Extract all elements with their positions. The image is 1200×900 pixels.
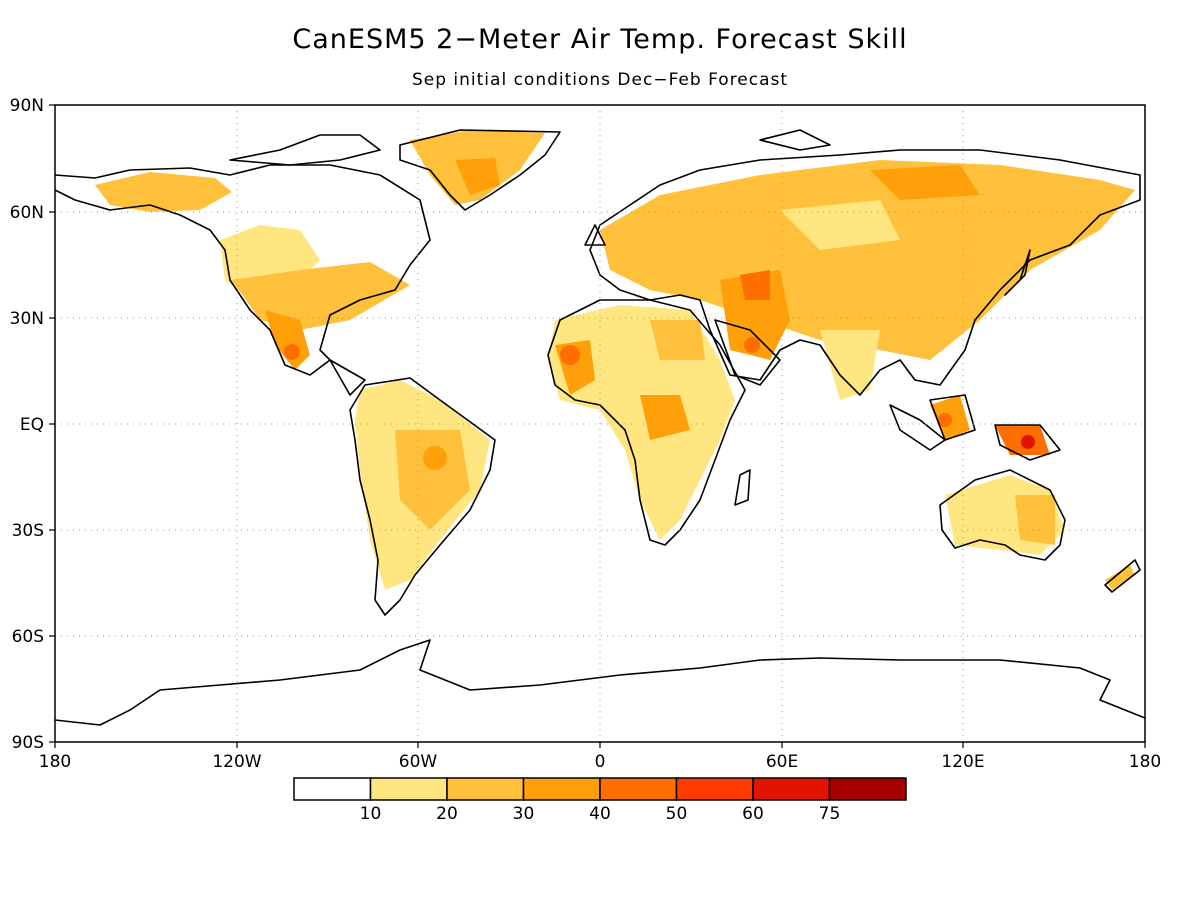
colorbar-label: 20 bbox=[436, 804, 458, 824]
skill-fill-layer bbox=[95, 130, 1135, 590]
map-subtitle: Sep initial conditions Dec−Feb Forecast bbox=[411, 70, 789, 90]
lat-label: 90N bbox=[10, 96, 44, 116]
lon-label: 180 bbox=[1129, 752, 1161, 772]
lat-label: 30N bbox=[10, 309, 44, 329]
colorbar-label: 30 bbox=[513, 804, 535, 824]
colorbar-swatch-6 bbox=[752, 777, 831, 801]
skill-region-middle-east bbox=[720, 270, 790, 360]
coastline-layer bbox=[54, 129, 1146, 726]
coastline-north-america bbox=[54, 164, 431, 396]
lon-label: 180 bbox=[39, 752, 71, 772]
map-title: CanESM5 2−Meter Air Temp. Forecast Skill bbox=[292, 24, 908, 55]
lat-label: 90S bbox=[12, 733, 44, 753]
coastline-australia bbox=[939, 469, 1066, 561]
skill-region-us bbox=[232, 262, 410, 330]
colorbar-label: 10 bbox=[360, 804, 382, 824]
lat-label: EQ bbox=[20, 415, 44, 435]
colorbar-swatch-0 bbox=[293, 777, 372, 801]
coastline-eurasia bbox=[589, 149, 1141, 396]
lon-label: 0 bbox=[595, 752, 606, 772]
lon-label: 120E bbox=[941, 752, 984, 772]
latitude-labels: 90N 60N 30N EQ 30S 60S 90S bbox=[10, 96, 44, 753]
lon-label: 60E bbox=[766, 752, 798, 772]
colorbar-swatch-5 bbox=[675, 777, 754, 801]
colorbar-label: 60 bbox=[742, 804, 764, 824]
coastline-africa bbox=[547, 299, 746, 546]
colorbar-swatch-1 bbox=[369, 777, 448, 801]
colorbar: 10 20 30 40 50 60 75 bbox=[293, 777, 907, 824]
colorbar-swatch-3 bbox=[522, 777, 601, 801]
colorbar-label: 40 bbox=[589, 804, 611, 824]
lat-label: 60S bbox=[12, 627, 44, 647]
graticule bbox=[55, 105, 1145, 742]
coastline-greenland bbox=[399, 129, 561, 211]
lon-label: 60W bbox=[399, 752, 438, 772]
colorbar-swatch-2 bbox=[446, 777, 525, 801]
lon-label: 120W bbox=[212, 752, 261, 772]
lat-label: 60N bbox=[10, 203, 44, 223]
skill-region-alaska bbox=[95, 172, 232, 212]
coastline-antarctica bbox=[54, 639, 1146, 726]
coastline-south-america bbox=[349, 377, 496, 616]
lat-label: 30S bbox=[12, 521, 44, 541]
skill-region-africa bbox=[548, 305, 735, 540]
colorbar-swatch-7 bbox=[828, 777, 907, 801]
colorbar-label: 75 bbox=[819, 804, 841, 824]
colorbar-swatch-4 bbox=[599, 777, 678, 801]
colorbar-label: 50 bbox=[666, 804, 688, 824]
longitude-labels: 180 120W 60W 0 60E 120E 180 bbox=[39, 752, 1161, 772]
